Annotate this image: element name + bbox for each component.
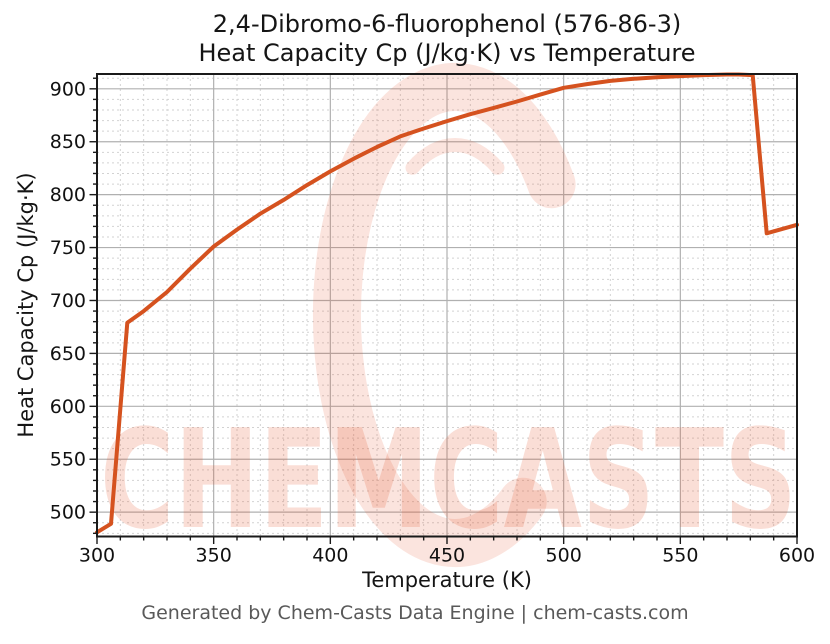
y-tick-label: 850 (50, 131, 86, 153)
footer-credit: Generated by Chem-Casts Data Engine | ch… (141, 602, 689, 624)
chart-title: 2,4-Dibromo-6-fluorophenol (576-86-3) He… (97, 10, 797, 68)
y-tick-label: 700 (50, 290, 86, 312)
data-series (95, 72, 799, 535)
y-tick-label: 800 (50, 184, 86, 206)
x-tick-label: 350 (196, 545, 232, 567)
x-tick-label: 600 (779, 545, 815, 567)
watermark: CHEMCASTS (100, 63, 797, 567)
y-axis-label: Heat Capacity Cp (J/kg·K) (14, 172, 38, 438)
y-tick-label: 600 (50, 396, 86, 418)
y-tick-label: 650 (50, 343, 86, 365)
y-tick-label: 900 (50, 78, 86, 100)
x-tick-label: 550 (662, 545, 698, 567)
x-tick-label: 450 (429, 545, 465, 567)
x-tick-label: 500 (546, 545, 582, 567)
y-tick-label: 750 (50, 237, 86, 259)
chart-title-line2: Heat Capacity Cp (J/kg·K) vs Temperature (198, 39, 696, 67)
y-tick-label: 550 (50, 449, 86, 471)
axis-ticks (89, 77, 798, 544)
x-axis-label: Temperature (K) (362, 568, 532, 592)
chemcasts-logo-swoosh-icon (405, 138, 505, 175)
x-tick-label: 300 (79, 545, 115, 567)
cp-curve (95, 72, 799, 535)
watermark-text: CHEMCASTS (100, 401, 797, 560)
chemcasts-logo-icon (312, 63, 576, 567)
chart-title-line1: 2,4-Dibromo-6-fluorophenol (576-86-3) (212, 10, 682, 38)
y-tick-label: 500 (50, 502, 86, 524)
x-tick-label: 400 (312, 545, 348, 567)
tick-labels: 300 350 400 450 500 550 600 500 550 600 650 700 750 8… (50, 78, 815, 566)
